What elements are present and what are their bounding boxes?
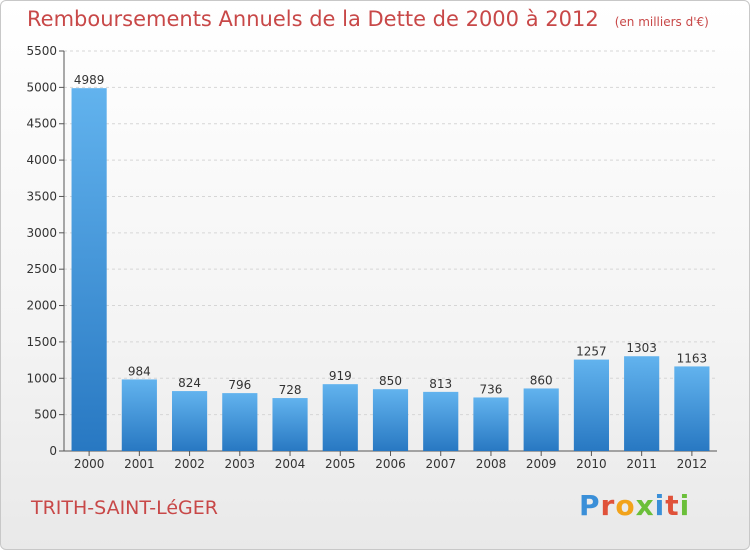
chart-title: Remboursements Annuels de la Dette de 20… [27, 7, 599, 31]
value-label-2009: 860 [530, 373, 553, 387]
logo-letter: i [654, 489, 666, 522]
bar-2008 [473, 397, 509, 451]
label-layer: 0 500 1000 1500 2000 2500 3000 3500 4000 4500 5000… [26, 44, 707, 471]
x-tick-label-2000: 2000 [74, 457, 105, 471]
value-label-2003: 796 [228, 378, 251, 392]
value-label-2006: 850 [379, 374, 402, 388]
x-tick-label-2010: 2010 [576, 457, 607, 471]
bar-2002 [171, 391, 208, 451]
y-tick-label: 3000 [26, 226, 57, 240]
logo-letter: P [579, 489, 601, 522]
y-tick-label: 5500 [26, 44, 57, 58]
logo-letter: o [615, 489, 636, 522]
logo-letter: x [635, 489, 655, 522]
bar-2003 [222, 393, 258, 451]
value-label-2010: 1257 [576, 345, 607, 359]
x-tick-label-2012: 2012 [677, 457, 708, 471]
y-tick-label: 2000 [26, 299, 57, 313]
x-tick-label-2006: 2006 [375, 457, 406, 471]
x-tick-label-2001: 2001 [124, 457, 155, 471]
bar-2009 [523, 388, 559, 451]
bar-2004 [272, 398, 308, 451]
y-tick-label: 4000 [26, 153, 57, 167]
x-tick-label-2007: 2007 [425, 457, 456, 471]
value-label-2007: 813 [429, 377, 452, 391]
x-tick-label-2009: 2009 [526, 457, 557, 471]
title-line: Remboursements Annuels de la Dette de 20… [27, 7, 709, 31]
bar-2000 [71, 88, 107, 451]
value-label-2005: 919 [329, 369, 352, 383]
y-tick-label: 3500 [26, 189, 57, 203]
value-label-2004: 728 [279, 383, 302, 397]
logo-letter: i [679, 489, 691, 522]
y-tick-label: 500 [34, 408, 57, 422]
commune-name: TRITH-SAINT-LéGER [31, 497, 218, 519]
x-tick-label-2005: 2005 [325, 457, 356, 471]
value-label-2012: 1163 [677, 351, 708, 365]
x-tick-label-2011: 2011 [626, 457, 657, 471]
x-tick-label-2004: 2004 [275, 457, 306, 471]
x-tick-label-2003: 2003 [225, 457, 256, 471]
y-tick-label: 1500 [26, 335, 57, 349]
bar-2001 [121, 379, 157, 451]
value-label-2001: 984 [128, 364, 151, 378]
x-tick-label-2002: 2002 [174, 457, 205, 471]
y-tick-label: 5000 [26, 80, 57, 94]
bar-2006 [372, 389, 409, 451]
value-label-2002: 824 [178, 376, 201, 390]
logo-letter: t [665, 489, 680, 522]
proxiti-logo: Proxiti [579, 489, 690, 522]
bar-layer [71, 88, 710, 451]
bar-2010 [573, 359, 610, 451]
logo-letter: r [600, 489, 616, 522]
bar-2011 [624, 356, 660, 451]
bar-2005 [322, 384, 358, 451]
y-tick-label: 2500 [26, 262, 57, 276]
bar-2012 [674, 366, 710, 451]
value-label-2011: 1303 [626, 341, 657, 355]
chart-subtitle: (en milliers d'€) [614, 15, 709, 29]
y-tick-label: 4500 [26, 117, 57, 131]
value-label-2008: 736 [480, 382, 503, 396]
bar-2007 [423, 391, 459, 451]
x-tick-label-2008: 2008 [476, 457, 507, 471]
value-label-2000: 4989 [74, 73, 105, 87]
y-tick-label: 0 [49, 444, 57, 458]
y-tick-label: 1000 [26, 371, 57, 385]
